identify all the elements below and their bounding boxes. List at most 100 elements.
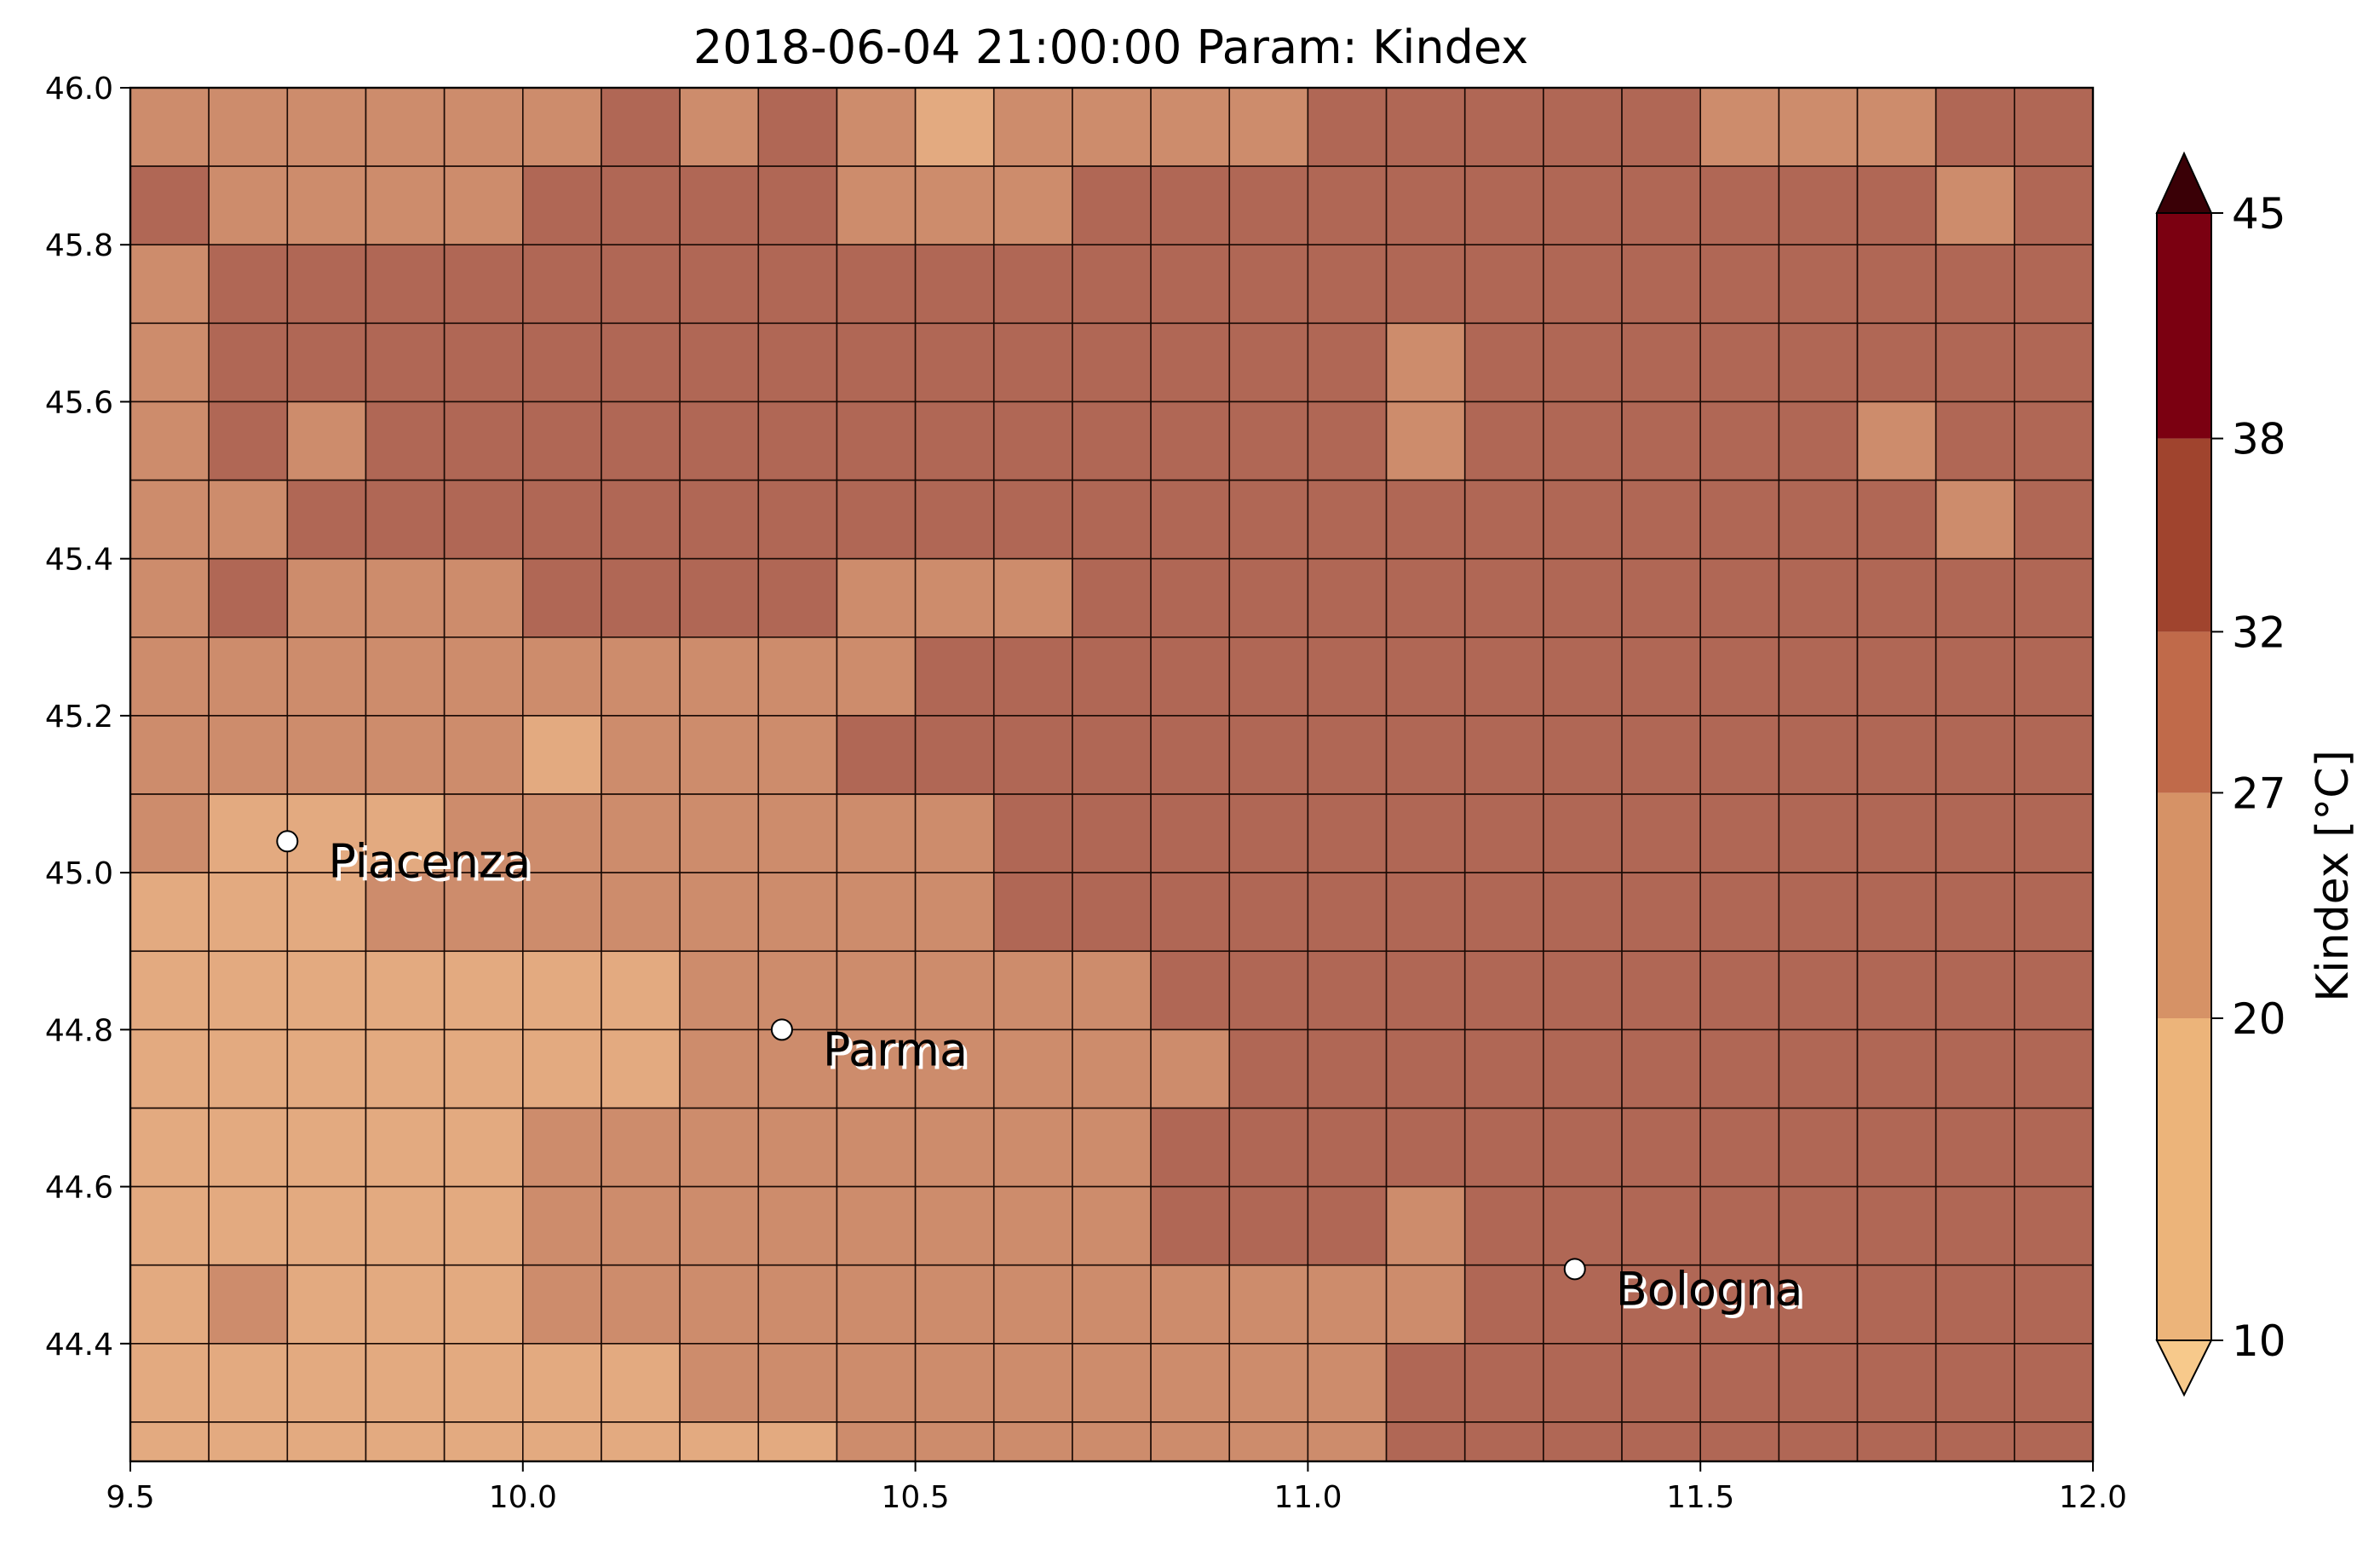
grid-cell (1463, 244, 1544, 325)
grid-cell (129, 87, 210, 167)
colorbar: 10 20 27 32 38 45 (2155, 151, 2286, 1397)
grid-cell (679, 1107, 760, 1188)
grid-cell (757, 793, 838, 873)
grid-cell (129, 557, 210, 638)
grid-cell (836, 636, 917, 717)
grid-cell (757, 244, 838, 325)
grid-cell (1228, 715, 1309, 795)
grid-cell (521, 715, 602, 795)
grid-cell (601, 322, 681, 403)
x-axis: 9.5 10.0 10.5 11.0 11.5 12.0 (106, 1461, 2127, 1515)
grid-cell (1543, 165, 1623, 246)
grid-cell (836, 872, 917, 953)
grid-cell (129, 244, 210, 325)
grid-cell (601, 715, 681, 795)
grid-cell (1228, 1028, 1309, 1109)
grid-cell (208, 322, 289, 403)
grid-cell (1228, 244, 1309, 325)
city-marker (1563, 1258, 1586, 1281)
grid-cell (679, 557, 760, 638)
grid-cell (129, 400, 210, 481)
grid-cell (521, 1107, 602, 1188)
grid-cell (521, 636, 602, 717)
grid-cell (1150, 557, 1231, 638)
grid-cell (914, 715, 995, 795)
grid-cell (521, 793, 602, 873)
grid-cell (1072, 1264, 1152, 1345)
colorbar-segment (2157, 1018, 2211, 1340)
grid-cell (1856, 636, 1937, 717)
grid-cell (1543, 400, 1623, 481)
grid-cell (1150, 244, 1231, 325)
grid-cell (1856, 322, 1937, 403)
grid-cell (836, 1343, 917, 1423)
grid-cell (286, 1028, 367, 1109)
grid-cell (1699, 950, 1780, 1031)
grid-cell (1307, 1264, 1388, 1345)
grid-cell (757, 1264, 838, 1345)
grid-cell (679, 1264, 760, 1345)
grid-cell (836, 1185, 917, 1266)
grid-cell (1072, 1028, 1152, 1109)
grid-cell (443, 1343, 524, 1423)
grid-cell (1778, 950, 1859, 1031)
grid-cell (2014, 793, 2094, 873)
grid-cell (365, 715, 446, 795)
grid-cell (1934, 950, 2015, 1031)
grid-cell (1856, 1264, 1937, 1345)
grid-cell (1150, 1421, 1231, 1462)
grid-cell (365, 1264, 446, 1345)
grid-cell (365, 479, 446, 560)
grid-cell (208, 715, 289, 795)
grid-cell (1543, 636, 1623, 717)
grid-cell (1072, 322, 1152, 403)
grid-cell (521, 1421, 602, 1462)
grid-cell (286, 557, 367, 638)
grid-cell (1934, 322, 2015, 403)
grid-cell (1621, 557, 1702, 638)
grid-cell (286, 793, 367, 873)
grid-cell (1699, 1185, 1780, 1266)
grid-cell (1150, 950, 1231, 1031)
grid-cell (443, 793, 524, 873)
grid-cell (286, 1107, 367, 1188)
grid-cell (1150, 1343, 1231, 1423)
grid-cell (1463, 557, 1544, 638)
city-label: Bologna (1616, 1262, 1803, 1316)
grid-cell (1385, 636, 1466, 717)
grid-cell (1463, 1185, 1544, 1266)
colorbar-tick-label: 20 (2232, 994, 2286, 1044)
grid-cell (2014, 1264, 2094, 1345)
grid-cell (836, 400, 917, 481)
grid-cell (1072, 557, 1152, 638)
grid-cell (1699, 1107, 1780, 1188)
grid-cell (286, 636, 367, 717)
grid-cell (992, 557, 1073, 638)
grid-cell (443, 322, 524, 403)
grid-cell (914, 400, 995, 481)
grid-cell (1934, 715, 2015, 795)
grid-cell (914, 793, 995, 873)
city-marker (770, 1018, 793, 1041)
grid-cell (1621, 1343, 1702, 1423)
grid-cell (1934, 1107, 2015, 1188)
y-tick-label: 45.2 (45, 700, 113, 735)
grid-cell (836, 479, 917, 560)
grid-cell (757, 1421, 838, 1462)
grid-cell (1778, 1107, 1859, 1188)
grid-cell (836, 950, 917, 1031)
grid-cell (1463, 636, 1544, 717)
colorbar-extend-min (2155, 1339, 2213, 1397)
grid-cell (129, 322, 210, 403)
grid-cell (679, 1421, 760, 1462)
grid-cell (679, 793, 760, 873)
grid-cell (1621, 1421, 1702, 1462)
grid-cell (1150, 479, 1231, 560)
grid-cell (365, 244, 446, 325)
grid-cell (1699, 1028, 1780, 1109)
grid-cell (365, 400, 446, 481)
grid-cell (1778, 793, 1859, 873)
grid-cell (443, 872, 524, 953)
grid-cell (1778, 87, 1859, 167)
grid-cell (1463, 1343, 1544, 1423)
